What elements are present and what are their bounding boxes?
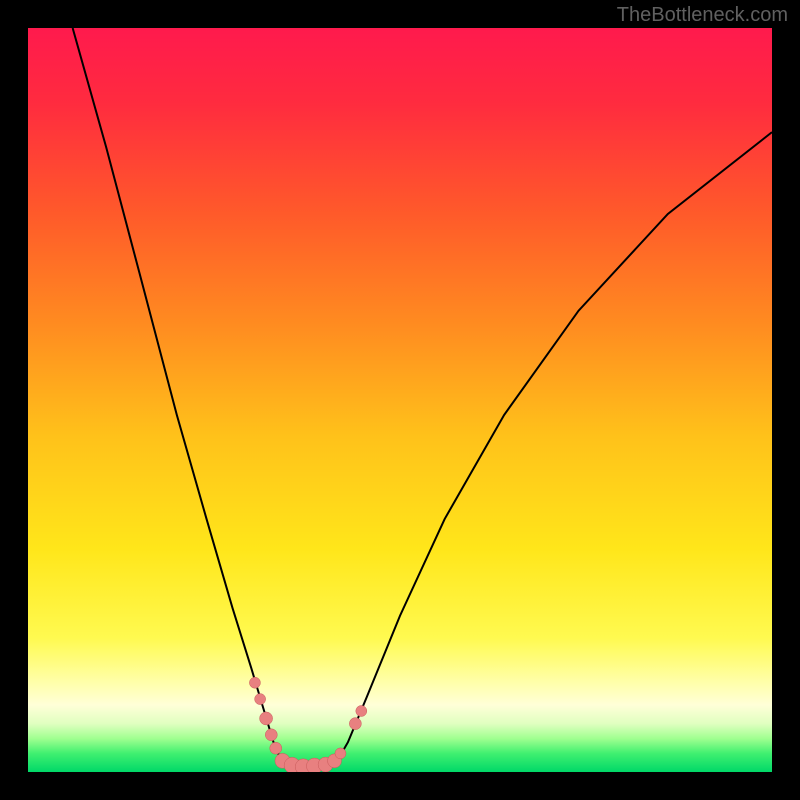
plot-area xyxy=(28,28,772,772)
data-marker xyxy=(265,729,277,741)
bottleneck-chart xyxy=(28,28,772,772)
data-marker xyxy=(270,742,282,754)
data-marker xyxy=(349,718,361,730)
data-marker xyxy=(255,694,266,705)
watermark-text: TheBottleneck.com xyxy=(617,4,788,27)
data-marker xyxy=(335,748,346,759)
data-marker xyxy=(260,712,273,725)
data-marker xyxy=(356,705,367,716)
gradient-background xyxy=(28,28,772,772)
data-marker xyxy=(249,677,260,688)
